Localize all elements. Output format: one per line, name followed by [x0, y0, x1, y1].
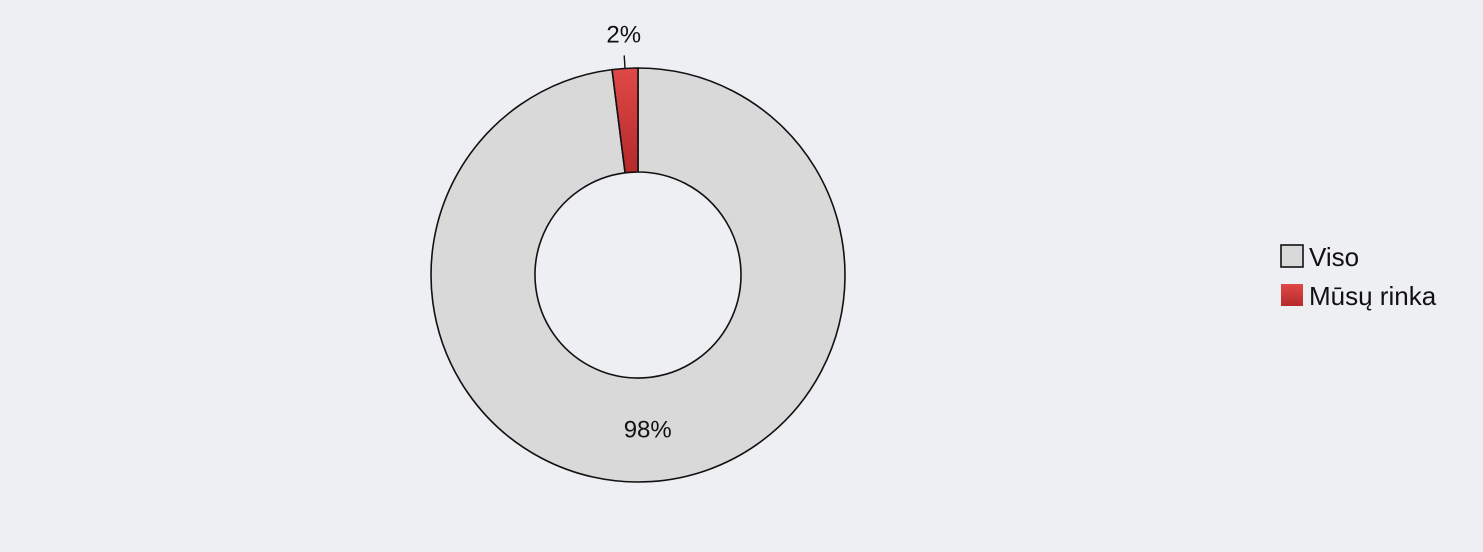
donut-slices	[430, 67, 846, 483]
legend-label-viso: Viso	[1309, 242, 1359, 272]
slice-musu-rinka	[611, 67, 639, 174]
legend: Viso Mūsų rinka	[1280, 242, 1437, 311]
data-labels: 98% 2%	[606, 21, 671, 443]
data-label-viso: 98%	[624, 417, 672, 444]
legend-swatch-musu-rinka	[1281, 284, 1303, 306]
legend-label-musu-rinka: Mūsų rinka	[1309, 281, 1437, 311]
leader-line-musu-rinka	[623, 55, 626, 69]
data-label-musu-rinka: 2%	[606, 21, 641, 48]
legend-swatch-viso	[1280, 244, 1304, 268]
slice-viso	[430, 67, 846, 483]
